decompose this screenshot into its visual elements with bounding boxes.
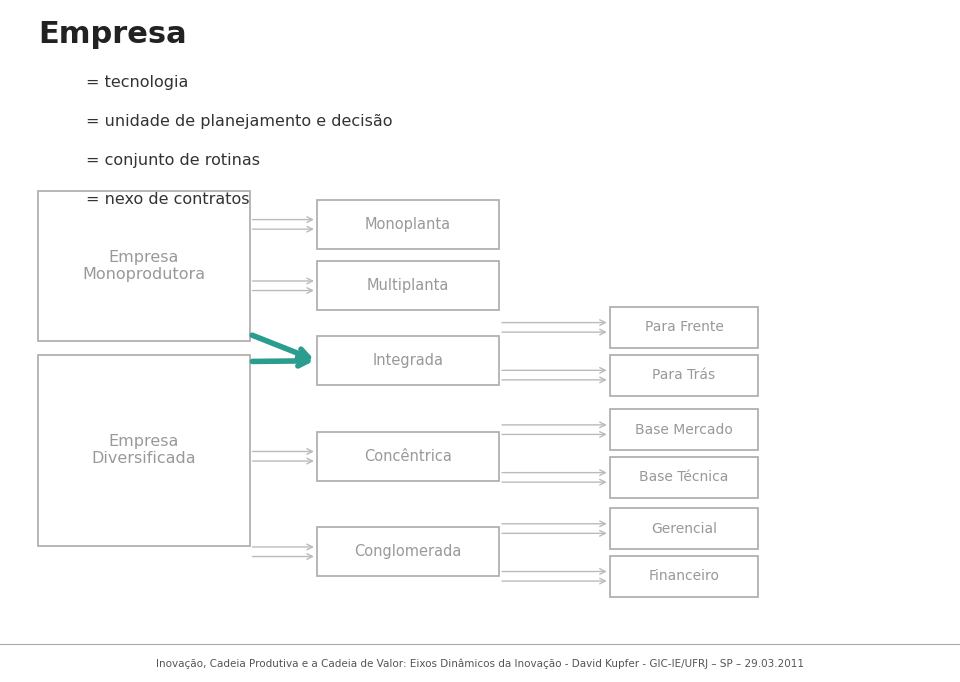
FancyBboxPatch shape [610, 556, 758, 597]
Text: Empresa: Empresa [38, 20, 187, 50]
Text: Base Técnica: Base Técnica [639, 471, 729, 484]
FancyBboxPatch shape [38, 355, 250, 546]
Text: Para Trás: Para Trás [653, 368, 715, 382]
FancyBboxPatch shape [610, 457, 758, 498]
Text: Base Mercado: Base Mercado [636, 423, 732, 436]
FancyBboxPatch shape [317, 261, 499, 310]
Text: Integrada: Integrada [372, 353, 444, 368]
FancyBboxPatch shape [610, 508, 758, 549]
Text: Monoplanta: Monoplanta [365, 217, 451, 232]
Text: Empresa
Monoprodutora: Empresa Monoprodutora [83, 250, 205, 282]
Text: Conglomerada: Conglomerada [354, 544, 462, 559]
Text: Inovação, Cadeia Produtiva e a Cadeia de Valor: Eixos Dinâmicos da Inovação - Da: Inovação, Cadeia Produtiva e a Cadeia de… [156, 658, 804, 669]
FancyBboxPatch shape [317, 432, 499, 481]
Text: Financeiro: Financeiro [649, 569, 719, 583]
FancyBboxPatch shape [317, 336, 499, 385]
Text: Empresa
Diversificada: Empresa Diversificada [92, 434, 196, 466]
Text: = tecnologia: = tecnologia [86, 75, 189, 90]
Text: Concêntrica: Concêntrica [364, 449, 452, 464]
Text: Para Frente: Para Frente [644, 321, 724, 334]
FancyBboxPatch shape [610, 355, 758, 396]
FancyBboxPatch shape [317, 200, 499, 249]
FancyBboxPatch shape [317, 527, 499, 576]
Text: = nexo de contratos: = nexo de contratos [86, 192, 250, 207]
FancyBboxPatch shape [38, 191, 250, 341]
Text: Multiplanta: Multiplanta [367, 278, 449, 293]
FancyBboxPatch shape [610, 307, 758, 348]
FancyBboxPatch shape [610, 409, 758, 450]
Text: Gerencial: Gerencial [651, 522, 717, 535]
Text: = unidade de planejamento e decisão: = unidade de planejamento e decisão [86, 114, 393, 129]
Text: = conjunto de rotinas: = conjunto de rotinas [86, 153, 260, 168]
